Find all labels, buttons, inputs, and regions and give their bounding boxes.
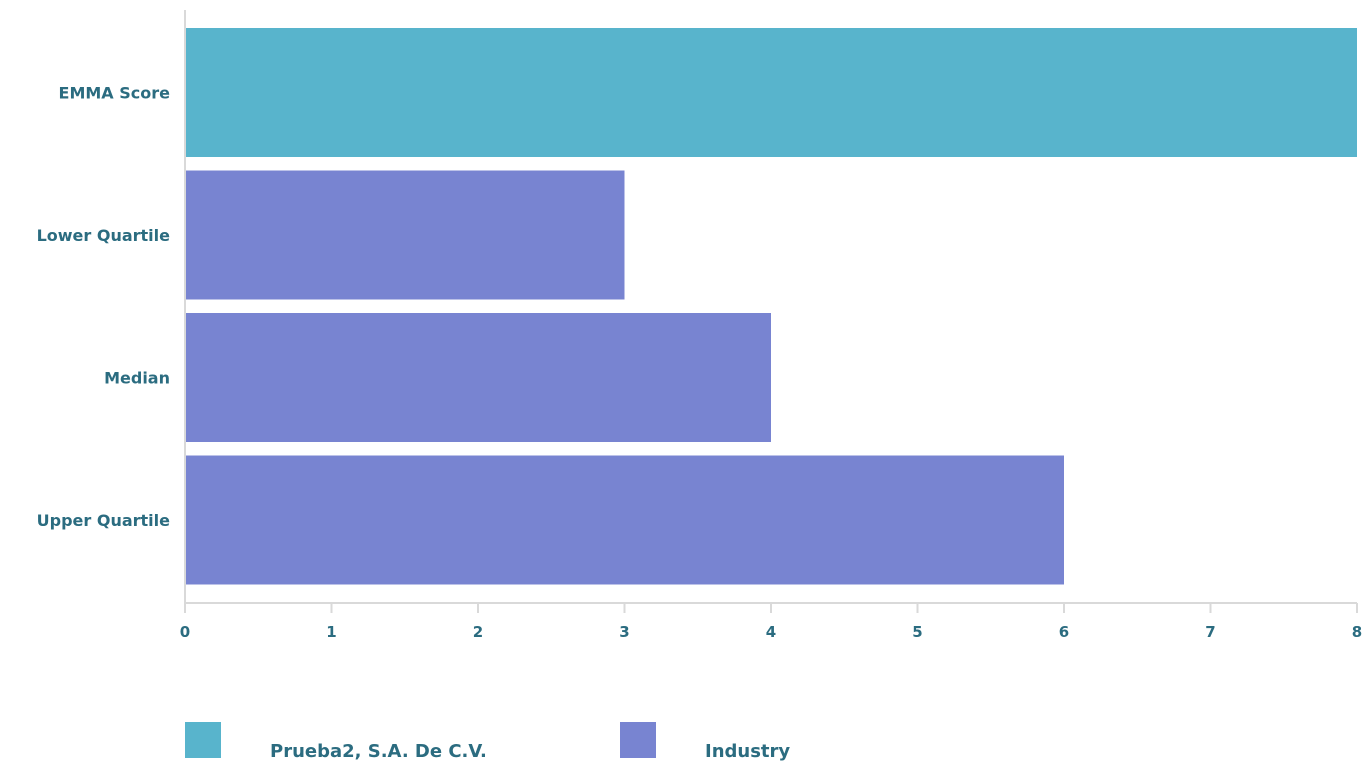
legend-label: Industry	[705, 741, 790, 762]
x-tick-label: 0	[180, 623, 190, 641]
bars-group	[185, 28, 1357, 585]
x-tick-label: 4	[766, 623, 776, 641]
category-label: Lower Quartile	[37, 226, 171, 245]
bar-upper-quartile	[185, 455, 1064, 585]
x-axis-ticks: 0 1 2 3 4 5 6 7 8	[180, 603, 1362, 641]
legend-label: Prueba2, S.A. De C.V.	[270, 741, 487, 762]
bar-lower-quartile	[185, 170, 625, 300]
x-tick-label: 1	[326, 623, 336, 641]
legend-swatch	[185, 722, 221, 758]
legend: Prueba2, S.A. De C.V. Industry	[185, 722, 790, 762]
x-tick-label: 6	[1059, 623, 1069, 641]
x-tick-label: 7	[1205, 623, 1215, 641]
x-tick-label: 2	[473, 623, 483, 641]
x-tick-label: 8	[1352, 623, 1362, 641]
category-label: EMMA Score	[59, 84, 171, 103]
x-tick-label: 3	[619, 623, 629, 641]
category-labels: EMMA Score Lower Quartile Median Upper Quar…	[37, 84, 171, 531]
legend-swatch	[620, 722, 656, 758]
category-label: Upper Quartile	[37, 511, 171, 530]
category-label: Median	[104, 369, 170, 388]
x-tick-label: 5	[912, 623, 922, 641]
bar-median	[185, 313, 771, 442]
bar-emma-score	[185, 28, 1357, 157]
